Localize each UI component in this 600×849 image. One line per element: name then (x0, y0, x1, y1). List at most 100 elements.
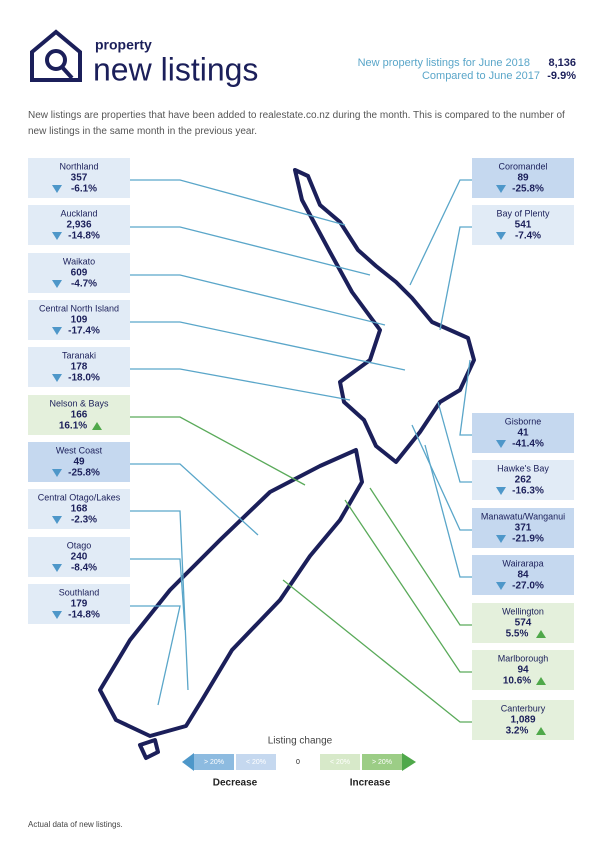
region-listings: 89 (517, 173, 529, 184)
region-listings: 574 (515, 618, 532, 629)
region-change: 5.5% (506, 629, 529, 640)
legend-swatch (320, 754, 360, 770)
region-listings: 109 (71, 315, 88, 326)
leader-line (130, 463, 259, 536)
region-bg (28, 205, 130, 245)
region-name: Waikato (63, 256, 95, 266)
region-box: Gisborne 41-41.4% (472, 413, 574, 453)
region-name: Coromandel (498, 161, 547, 171)
trend-down (496, 440, 506, 448)
region-change: -8.4% (71, 563, 97, 574)
leader-line (459, 359, 472, 436)
region-bg (472, 603, 574, 643)
region-box: Hawke's Bay 262-16.3% (472, 460, 574, 500)
region-listings: 41 (517, 428, 529, 439)
trend-down (496, 535, 506, 543)
region-bg (28, 395, 130, 435)
region-box: Bay of Plenty 541-7.4% (472, 205, 574, 245)
region-box: Otago 240-8.4% (28, 537, 130, 577)
region-bg (28, 347, 130, 387)
leader-line (130, 510, 189, 691)
region-name: Gisborne (505, 416, 542, 426)
legend-step: > 20% (372, 759, 392, 766)
region-change: -18.0% (68, 373, 100, 384)
region-bg (472, 158, 574, 198)
title-small: property (95, 37, 152, 53)
trend-down (52, 327, 62, 335)
region-name: Canterbury (501, 703, 546, 713)
region-name: Taranaki (62, 350, 96, 360)
trend-down (52, 611, 62, 619)
legend-swatch (236, 754, 276, 770)
region-change: -25.8% (68, 468, 100, 479)
footnote: Actual data of new listings. (28, 820, 123, 829)
region-change: -16.3% (512, 486, 544, 497)
region-listings: 49 (73, 457, 85, 468)
leader-line (439, 226, 472, 331)
summary-value: 8,136 (548, 57, 576, 69)
region-bg (472, 205, 574, 245)
leader-line (369, 487, 472, 626)
legend-step: 0 (296, 759, 300, 766)
region-listings: 166 (71, 410, 88, 421)
trend-up (536, 630, 546, 638)
legend-increase: Increase (350, 778, 391, 789)
region-name: Southland (59, 587, 100, 597)
region-name: Central North Island (39, 303, 119, 313)
trend-down (52, 232, 62, 240)
region-change: -7.4% (515, 231, 541, 242)
region-name: Wairarapa (502, 558, 543, 568)
compare-label: Compared to June 2017 (422, 70, 540, 82)
region-listings: 1,089 (510, 715, 535, 726)
leader-line (424, 444, 472, 578)
region-name: West Coast (56, 445, 103, 455)
region-name: Northland (59, 161, 98, 171)
region-change: -25.8% (512, 184, 544, 195)
leader-line (130, 558, 186, 631)
leader-line (409, 179, 472, 286)
trend-down (52, 516, 62, 524)
region-change: -21.9% (512, 534, 544, 545)
region-change: 16.1% (59, 421, 87, 432)
trend-up (536, 677, 546, 685)
trend-down (52, 469, 62, 477)
legend-title: Listing change (268, 736, 333, 747)
region-box: Northland 357-6.1% (28, 158, 130, 198)
region-name: Hawke's Bay (497, 463, 549, 473)
region-name: Bay of Plenty (496, 208, 550, 218)
legend-arrow (182, 753, 194, 771)
legend-decrease: Decrease (213, 778, 258, 789)
region-bg (28, 584, 130, 624)
region-box: Southland 179-14.8% (28, 584, 130, 624)
region-bg (28, 158, 130, 198)
leader-line (437, 401, 472, 483)
region-box: Central Otago/Lakes 168-2.3% (28, 489, 130, 529)
leader-line (130, 605, 181, 706)
region-bg (472, 413, 574, 453)
region-name: Otago (67, 540, 92, 550)
region-name: Marlborough (498, 653, 549, 663)
region-name: Central Otago/Lakes (38, 492, 121, 502)
description: New listings are properties that have be… (28, 110, 565, 137)
region-bg (472, 508, 574, 548)
leader-line (130, 321, 406, 371)
leader-line (130, 179, 346, 226)
summary-label: New property listings for June 2018 (358, 57, 530, 69)
trend-down (496, 487, 506, 495)
legend: > 20% < 20% 0 < 20% > 20% (182, 753, 416, 771)
trend-down (496, 185, 506, 193)
region-listings: 84 (517, 570, 529, 581)
region-listings: 357 (71, 173, 88, 184)
region-listings: 178 (71, 362, 88, 373)
region-listings: 2,936 (66, 220, 91, 231)
region-listings: 168 (71, 504, 88, 515)
trend-up (92, 422, 102, 430)
trend-up (536, 727, 546, 735)
leader-line (130, 274, 386, 326)
leader-line (130, 416, 306, 486)
leaders (130, 179, 472, 723)
